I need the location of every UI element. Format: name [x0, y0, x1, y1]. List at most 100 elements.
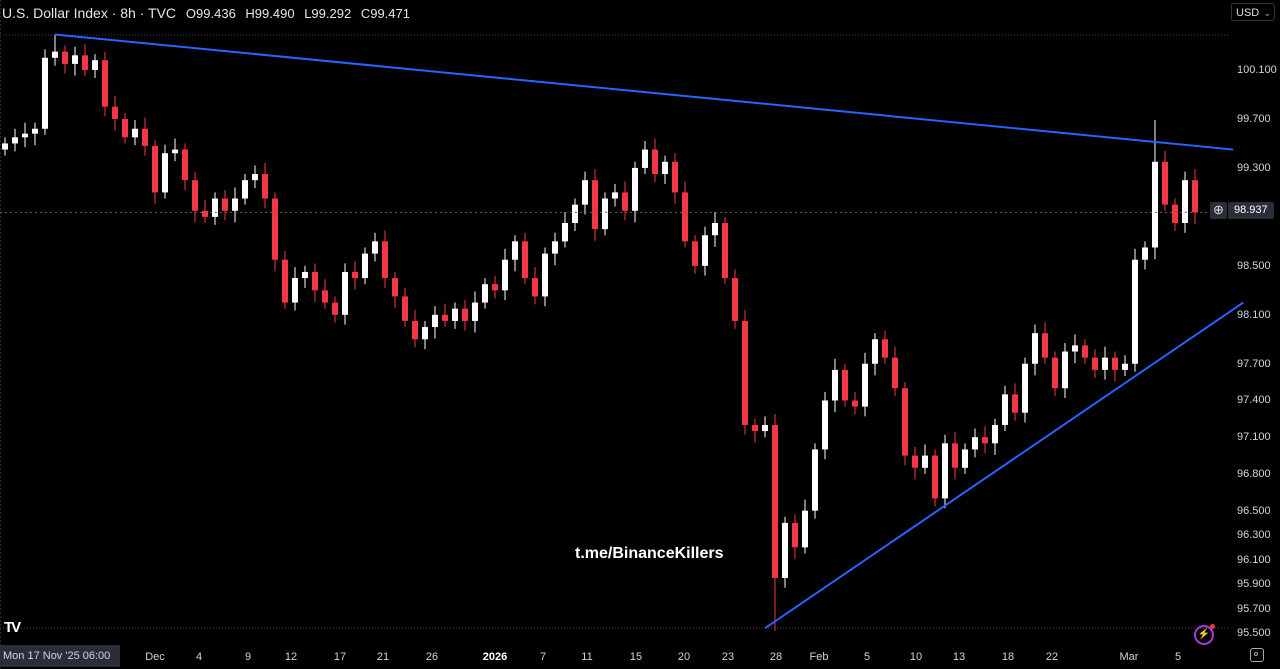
- price-tick: 99.300: [1237, 161, 1271, 174]
- candle: [292, 267, 298, 311]
- candle: [572, 198, 578, 231]
- time-tick: 9: [244, 651, 252, 663]
- candle: [1102, 346, 1108, 380]
- price-tick: 100.100: [1237, 64, 1277, 76]
- candle-body: [952, 443, 958, 468]
- candle-body: [462, 308, 468, 321]
- candle: [222, 189, 228, 221]
- price-tick: 98.100: [1237, 308, 1271, 321]
- candle: [1012, 383, 1018, 421]
- candle-body: [332, 302, 338, 315]
- candle: [1062, 342, 1068, 399]
- settings-icon[interactable]: [1250, 648, 1264, 662]
- candle: [282, 251, 288, 309]
- candle-body: [852, 400, 858, 407]
- candle: [322, 279, 328, 309]
- support-trendline[interactable]: [764, 301, 1244, 629]
- candle: [752, 418, 758, 443]
- candle: [82, 44, 88, 77]
- candle: [412, 309, 418, 348]
- candle-body: [132, 128, 138, 138]
- price-tick: 97.100: [1237, 431, 1271, 444]
- time-tick: 15: [629, 651, 643, 663]
- candle-body: [302, 271, 308, 279]
- candle: [312, 263, 318, 302]
- candle: [52, 34, 58, 66]
- time-tick: 17: [333, 651, 347, 663]
- candle-body: [632, 167, 638, 211]
- candles-group: [2, 34, 1198, 631]
- resistance-trendline[interactable]: [54, 33, 1234, 151]
- candle-body: [1042, 333, 1048, 358]
- candle: [1082, 339, 1088, 364]
- candle-body: [612, 192, 618, 199]
- candle-body: [562, 223, 568, 242]
- candle-body: [1092, 357, 1098, 370]
- candle-body: [792, 522, 798, 548]
- candle: [732, 269, 738, 329]
- candle: [142, 117, 148, 156]
- time-tick: 2026: [482, 651, 508, 663]
- price-tick: 99.700: [1237, 112, 1271, 125]
- candle-body: [692, 241, 698, 266]
- candle: [612, 183, 618, 207]
- candle: [772, 413, 778, 631]
- candle-body: [82, 55, 88, 70]
- candle-body: [1032, 333, 1038, 364]
- candle: [42, 49, 48, 135]
- candle: [632, 161, 638, 223]
- candle: [872, 333, 878, 376]
- candle-body: [602, 198, 608, 230]
- candle-body: [652, 149, 658, 175]
- candle-body: [892, 357, 898, 389]
- time-tick: 20: [677, 651, 691, 663]
- candle: [822, 391, 828, 460]
- candle-body: [382, 241, 388, 279]
- candle: [682, 181, 688, 248]
- tradingview-logo-icon[interactable]: TV: [4, 619, 21, 636]
- lightning-icon[interactable]: ⚡: [1194, 624, 1215, 645]
- candle: [262, 163, 268, 209]
- candle: [1172, 198, 1178, 231]
- candle: [152, 139, 158, 205]
- price-tick: 98.500: [1237, 259, 1271, 272]
- candle-body: [772, 424, 778, 578]
- candle-body: [292, 278, 298, 303]
- candle: [1042, 322, 1048, 364]
- candle-body: [402, 296, 408, 321]
- candle: [512, 235, 518, 272]
- plus-circle-icon[interactable]: ⊕: [1210, 202, 1227, 219]
- currency-dropdown[interactable]: USD ⌄: [1231, 3, 1275, 21]
- candle: [452, 302, 458, 329]
- candle-body: [372, 241, 378, 254]
- candle-body: [782, 522, 788, 578]
- candle: [722, 216, 728, 285]
- candle-body: [1052, 357, 1058, 389]
- candle-body: [1152, 161, 1158, 248]
- candle-body: [192, 180, 198, 211]
- price-tick: 96.100: [1237, 553, 1271, 566]
- candle: [802, 499, 808, 554]
- candle: [1182, 171, 1188, 233]
- trendlines-group[interactable]: [54, 33, 1244, 629]
- candle-body: [702, 235, 708, 266]
- candle: [442, 303, 448, 328]
- candle-body: [942, 443, 948, 499]
- candle: [382, 230, 388, 288]
- price-tick: 97.400: [1237, 394, 1271, 407]
- candle-body: [1022, 363, 1028, 413]
- time-tick: 10: [909, 651, 923, 663]
- candle-body: [932, 455, 938, 499]
- candle-body: [42, 57, 48, 129]
- watermark-text: t.me/BinanceKillers: [575, 545, 724, 562]
- notification-dot: [1210, 624, 1215, 629]
- candle-body: [32, 128, 38, 134]
- candle: [302, 265, 308, 288]
- candle-body: [1062, 351, 1068, 389]
- candle-body: [732, 278, 738, 321]
- candle-body: [232, 198, 238, 211]
- candle: [1002, 385, 1008, 432]
- candle: [1142, 241, 1148, 270]
- candle: [32, 122, 38, 146]
